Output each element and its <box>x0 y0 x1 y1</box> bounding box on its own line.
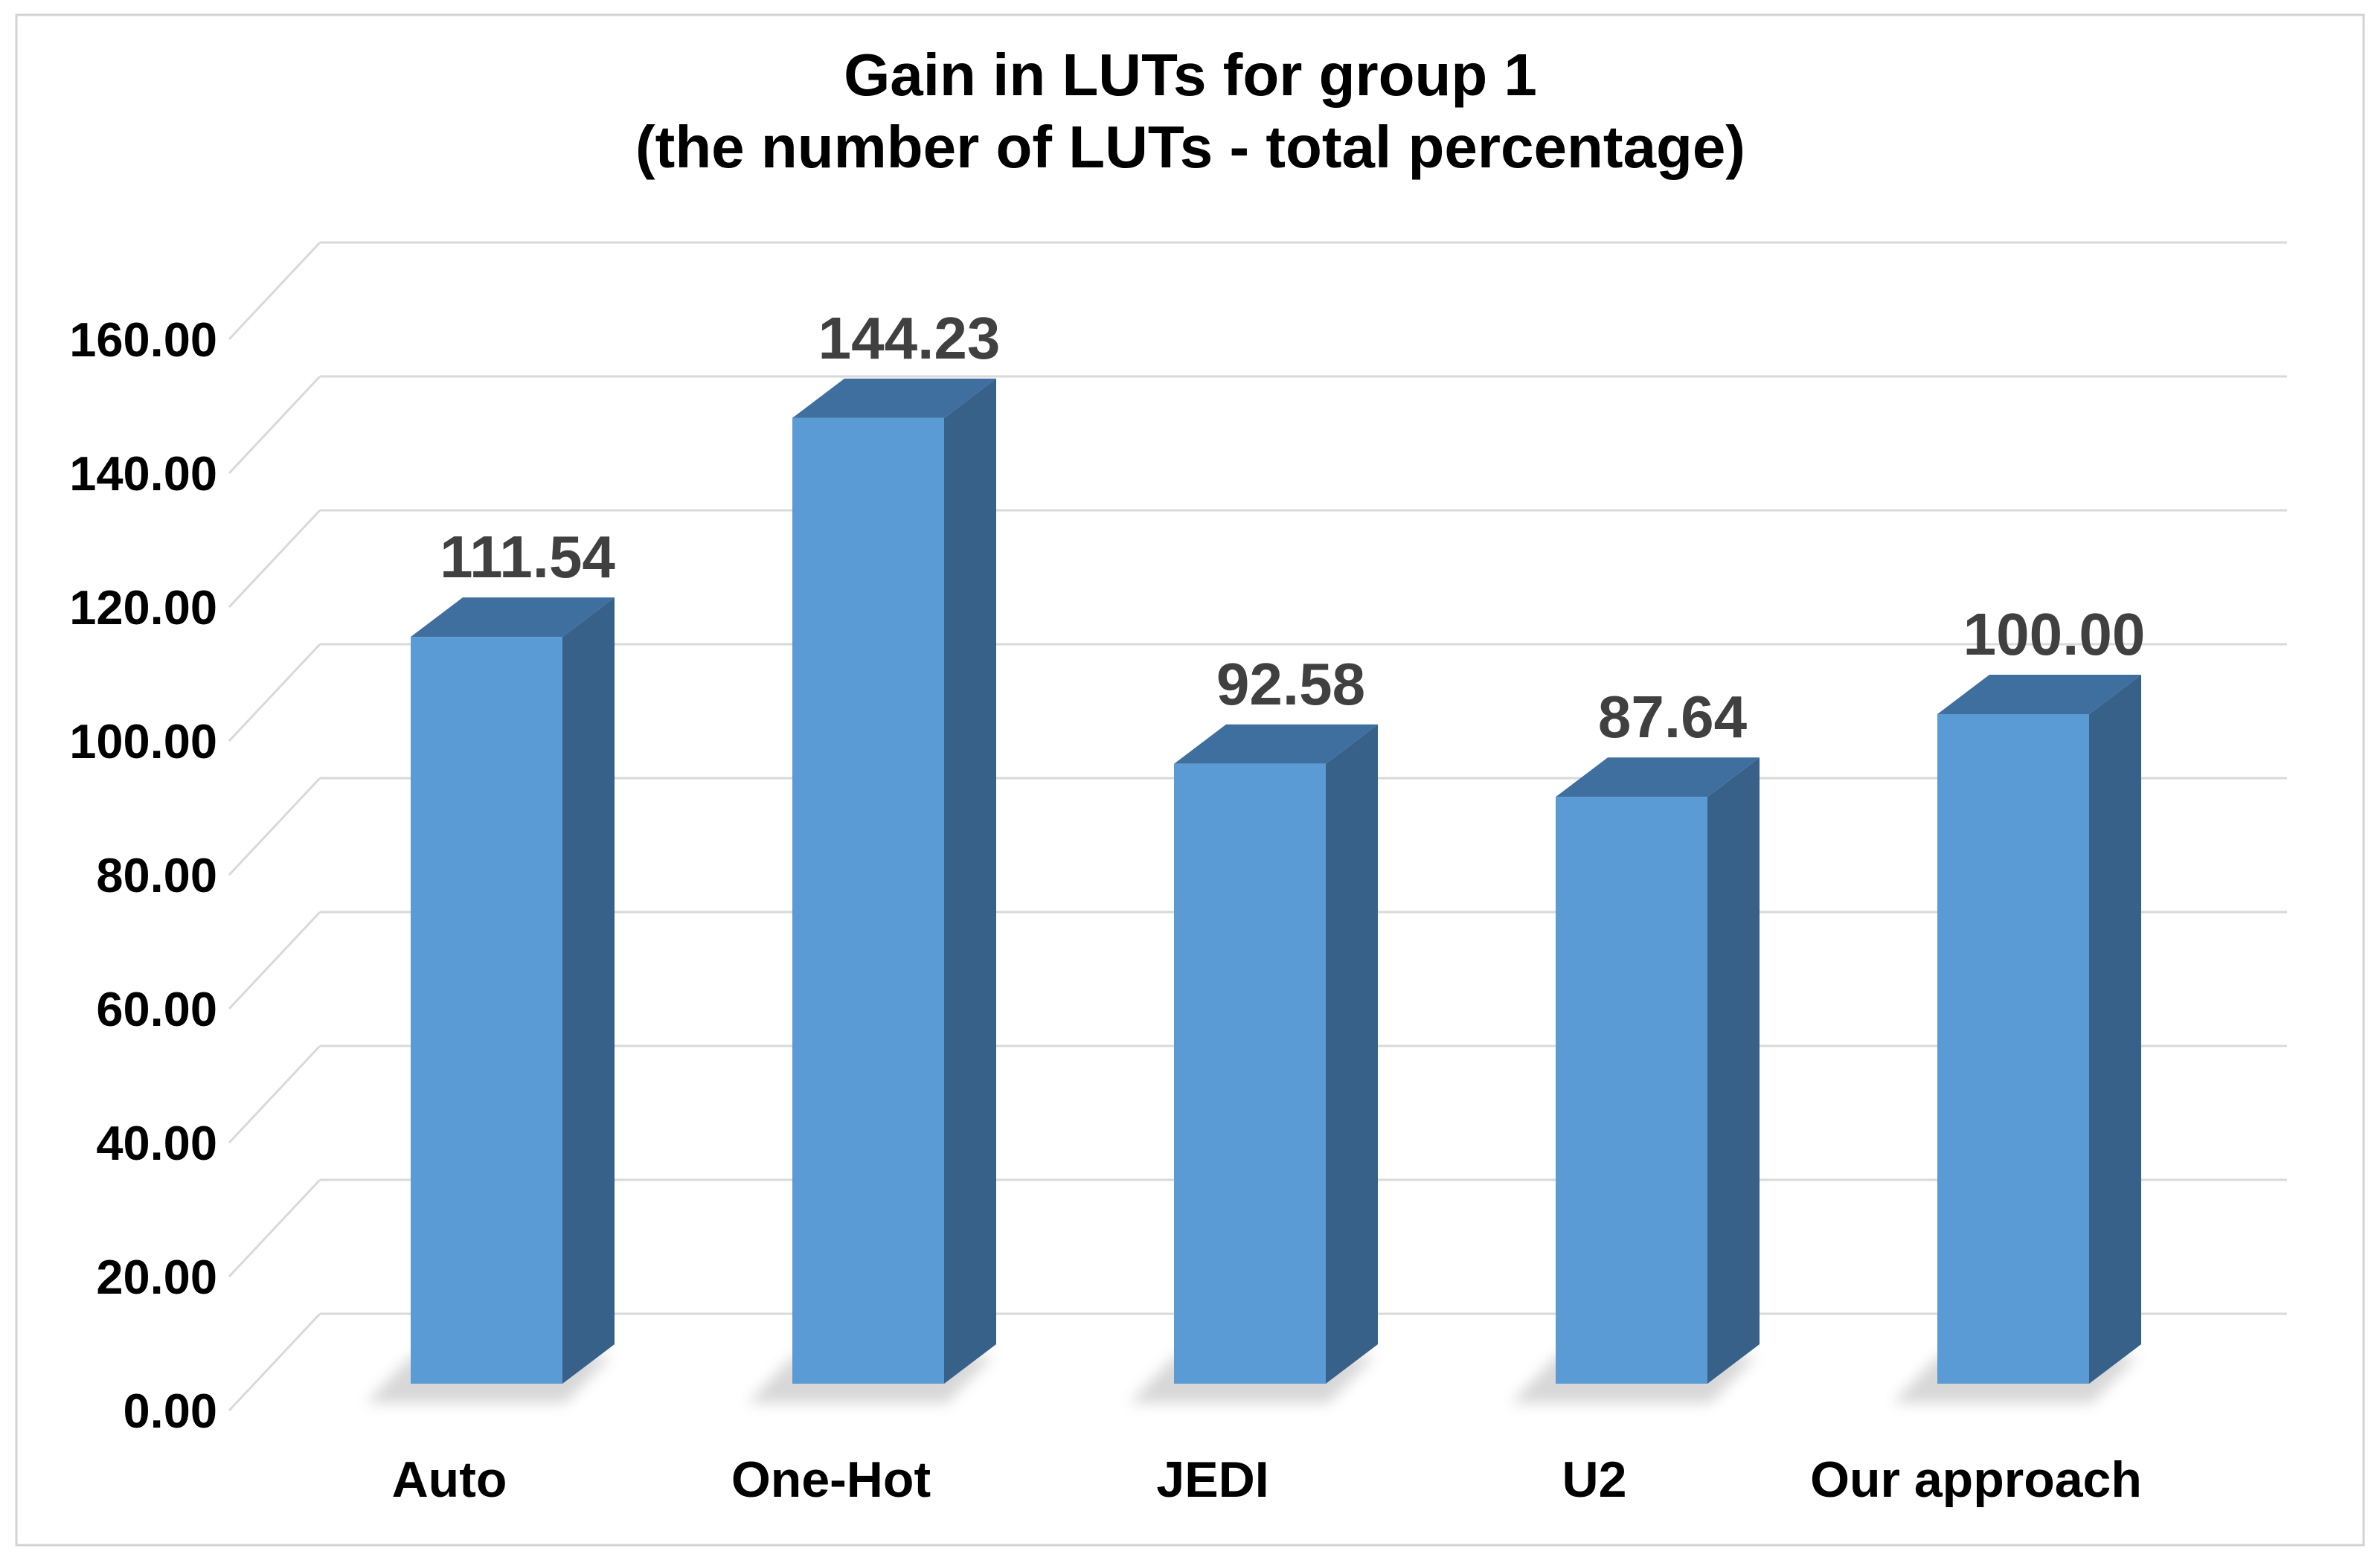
bar-auto <box>366 597 615 1403</box>
y-axis-labels: 0.00 20.00 40.00 60.00 80.00 100.00 120.00 140.… <box>69 312 217 1438</box>
gridline-depth-tick-20.00 <box>228 1178 321 1278</box>
y-tick-label-100.00: 100.00 <box>69 714 217 768</box>
data-label-one-hot: 144.23 <box>818 305 1001 371</box>
gridline-depth-tick-0.00 <box>228 1312 321 1412</box>
bar-top-face-jedi <box>1174 724 1378 764</box>
y-tick-label-60.00: 60.00 <box>96 982 217 1036</box>
bar-front-face-one-hot <box>792 417 944 1384</box>
bar-front-face-our-approach <box>1937 714 2089 1384</box>
y-tick-label-120.00: 120.00 <box>69 580 217 635</box>
gridline-depth-tick-40.00 <box>228 1044 321 1144</box>
y-tick-label-80.00: 80.00 <box>96 848 217 902</box>
bar-our-approach <box>1893 675 2141 1403</box>
x-axis-label-our-approach: Our approach <box>1810 1451 2142 1508</box>
chart-title-line2: (the number of LUTs - total percentage) <box>635 114 1745 180</box>
bar-side-face-one-hot <box>944 378 996 1384</box>
gridline-depth-tick-100.00 <box>228 643 321 742</box>
y-tick-label-20.00: 20.00 <box>96 1250 217 1304</box>
bar-front-face-auto <box>411 637 562 1384</box>
x-axis-label-one-hot: One-Hot <box>731 1451 931 1508</box>
gridline-depth-tick-60.00 <box>228 911 321 1010</box>
bar-top-face-u2 <box>1556 757 1760 797</box>
gridline-depth-tick-160.00 <box>228 241 321 341</box>
bar-jedi <box>1129 724 1378 1403</box>
bar-side-face-u2 <box>1707 757 1760 1384</box>
chart-title-line1: Gain in LUTs for group 1 <box>844 42 1537 108</box>
x-axis-label-u2: U2 <box>1562 1451 1627 1508</box>
bar-top-face-auto <box>411 597 615 638</box>
y-tick-label-140.00: 140.00 <box>69 446 217 501</box>
bar-side-face-auto <box>562 597 615 1384</box>
gridline-depth-tick-120.00 <box>228 509 321 609</box>
bar-side-face-our-approach <box>2089 675 2141 1384</box>
y-tick-label-0.00: 0.00 <box>123 1384 217 1438</box>
x-axis-labels: Auto One-Hot JEDI U2 Our approach <box>392 1451 2142 1508</box>
bar-top-face-one-hot <box>792 378 996 418</box>
data-label-u2: 87.64 <box>1598 684 1748 750</box>
data-labels-layer: 111.54 144.23 92.58 87.64 100.00 <box>440 305 2145 750</box>
x-axis-label-auto: Auto <box>392 1451 507 1508</box>
data-label-auto: 111.54 <box>440 524 615 590</box>
data-label-our-approach: 100.00 <box>1963 601 2146 667</box>
gridline-depth-tick-80.00 <box>228 777 321 876</box>
bar-front-face-u2 <box>1556 797 1707 1384</box>
bar-u2 <box>1511 757 1760 1403</box>
data-label-jedi: 92.58 <box>1216 651 1365 717</box>
bar-one-hot <box>748 378 996 1403</box>
x-axis-label-jedi: JEDI <box>1156 1451 1268 1508</box>
gridline-depth-tick-140.00 <box>228 375 321 475</box>
bar-top-face-our-approach <box>1937 675 2141 714</box>
y-tick-label-160.00: 160.00 <box>69 312 217 367</box>
bar-side-face-jedi <box>1326 724 1378 1384</box>
bar-front-face-jedi <box>1174 763 1326 1384</box>
y-tick-label-40.00: 40.00 <box>96 1116 217 1170</box>
bars-layer <box>366 378 2141 1403</box>
